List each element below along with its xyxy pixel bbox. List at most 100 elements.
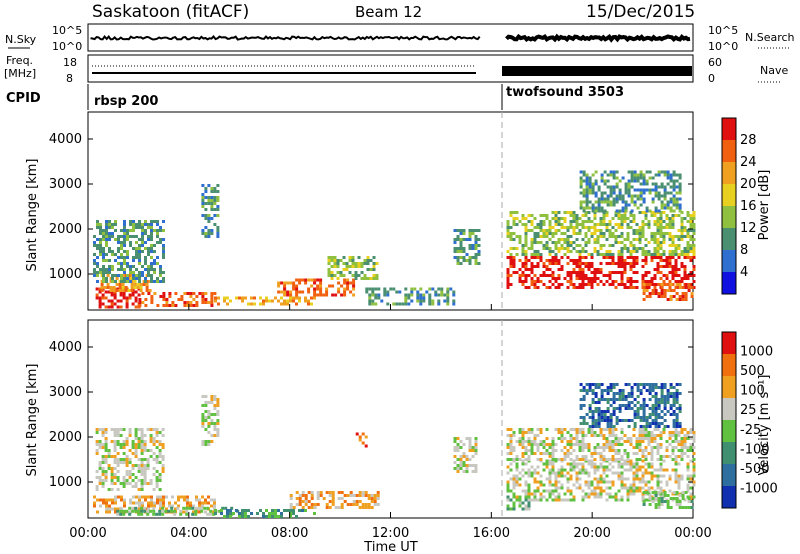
range-gate-cell [626, 250, 630, 253]
range-gate-cell [629, 283, 633, 286]
range-gate-cell [183, 498, 186, 502]
range-gate-cell [609, 170, 613, 174]
range-gate-cell [620, 483, 624, 487]
range-gate-cell [96, 280, 99, 283]
range-gate-cell [614, 449, 618, 452]
range-gate-cell [123, 223, 126, 226]
range-gate-cell [137, 470, 141, 473]
range-gate-cell [443, 299, 447, 303]
range-gate-cell [584, 446, 588, 449]
range-gate-cell [214, 299, 217, 303]
range-gate-cell [615, 182, 619, 186]
range-gate-cell [336, 262, 340, 265]
range-gate-cell [374, 293, 378, 297]
range-gate-cell [608, 277, 612, 280]
range-gate-cell [683, 440, 687, 443]
range-gate-cell [128, 293, 132, 297]
range-gate-cell [629, 483, 633, 487]
range-gate-cell [310, 506, 314, 509]
range-gate-cell [207, 217, 211, 220]
range-gate-cell [152, 488, 156, 491]
range-gate-cell [660, 500, 664, 503]
range-gate-cell [527, 437, 531, 440]
range-gate-cell [578, 486, 582, 490]
range-gate-cell [590, 465, 594, 469]
range-gate-cell [129, 265, 132, 268]
range-gate-cell [692, 226, 696, 229]
range-gate-cell [609, 389, 613, 392]
range-gate-cell [533, 480, 537, 484]
range-gate-cell [590, 262, 594, 265]
range-gate-cell [121, 274, 125, 277]
range-gate-cell [656, 428, 660, 431]
range-gate-cell [635, 440, 639, 443]
range-gate-cell [150, 223, 153, 226]
range-gate-cell [113, 443, 117, 446]
range-gate-cell [141, 229, 144, 232]
range-gate-cell [419, 296, 423, 300]
range-gate-cell [626, 458, 630, 461]
range-gate-cell [554, 241, 558, 244]
range-gate-cell [615, 383, 619, 386]
range-gate-cell [692, 280, 696, 283]
range-gate-cell [545, 247, 549, 250]
range-gate-cell [654, 407, 658, 410]
range-gate-cell [584, 274, 588, 277]
range-gate-cell [606, 386, 610, 389]
range-gate-cell [594, 422, 598, 425]
range-gate-cell [627, 191, 631, 195]
range-gate-cell [588, 410, 592, 413]
range-gate-cell [692, 468, 696, 472]
range-gate-cell [596, 452, 600, 455]
range-gate-cell [456, 250, 460, 253]
range-gate-cell [542, 265, 546, 268]
range-gate-cell [340, 503, 344, 506]
range-gate-cell [161, 506, 165, 510]
range-gate-cell [581, 498, 585, 502]
range-gate-cell [506, 434, 510, 437]
range-gate-cell [653, 232, 657, 235]
range-gate-cell [602, 468, 606, 472]
range-gate-cell [134, 299, 138, 303]
range-gate-cell [644, 498, 648, 502]
range-gate-cell [638, 232, 642, 235]
range-gate-cell [581, 271, 585, 274]
range-gate-cell [581, 226, 585, 229]
range-gate-cell [536, 232, 540, 235]
range-gate-cell [654, 497, 658, 500]
range-gate-cell [678, 298, 682, 301]
range-gate-cell [383, 290, 387, 294]
range-gate-cell [144, 220, 147, 223]
range-gate-cell [283, 290, 287, 294]
range-gate-cell [155, 458, 159, 461]
range-gate-cell [624, 407, 628, 410]
range-gate-cell [123, 268, 126, 271]
range-gate-cell [304, 497, 308, 500]
range-gate-cell [623, 238, 627, 241]
range-gate-cell [611, 458, 615, 461]
range-gate-cell [158, 488, 162, 491]
range-gate-cell [648, 416, 652, 419]
range-gate-cell [621, 398, 625, 401]
range-gate-cell [615, 392, 619, 395]
range-gate-cell [662, 428, 666, 431]
range-gate-cell [138, 262, 141, 265]
range-gate-cell [633, 422, 637, 425]
range-gate-cell [665, 449, 669, 452]
range-gate-cell [656, 480, 660, 484]
range-gate-cell [585, 200, 589, 204]
range-gate-cell [177, 498, 180, 502]
range-gate-cell [140, 446, 144, 449]
range-gate-cell [150, 220, 153, 223]
range-gate-cell [207, 202, 211, 205]
range-gate-cell [114, 259, 117, 262]
range-gate-cell [642, 188, 646, 192]
range-gate-cell [140, 437, 144, 440]
range-gate-cell [657, 295, 661, 298]
range-gate-cell [371, 293, 375, 297]
range-gate-cell [235, 296, 238, 300]
range-gate-cell [204, 410, 208, 413]
range-gate-cell [156, 304, 160, 307]
range-gate-cell [120, 280, 123, 283]
range-gate-cell [471, 446, 475, 449]
